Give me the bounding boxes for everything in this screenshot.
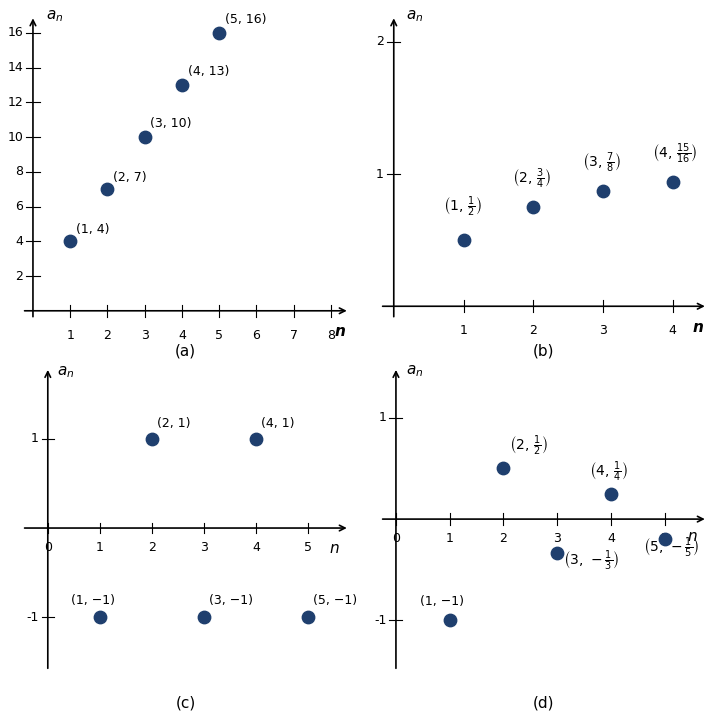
Text: 1: 1 [446,533,454,545]
Text: (3, 10): (3, 10) [150,117,192,130]
Text: 3: 3 [553,533,561,545]
Text: 3: 3 [200,540,208,553]
Text: 2: 2 [15,270,23,282]
Text: 1: 1 [96,540,104,553]
Text: (a): (a) [175,344,196,359]
Text: $n$: $n$ [329,541,340,556]
Text: $\left(4,\,\frac{1}{4}\right)$: $\left(4,\,\frac{1}{4}\right)$ [589,459,629,483]
Text: 7: 7 [290,329,298,342]
Point [250,433,262,444]
Text: (4, 1): (4, 1) [261,416,295,430]
Text: 6: 6 [15,200,23,213]
Point [597,185,609,196]
Text: 3: 3 [599,324,607,337]
Text: (b): (b) [533,344,554,359]
Text: 14: 14 [7,61,23,74]
Text: 12: 12 [7,96,23,109]
Point [458,235,469,246]
Text: 1: 1 [66,329,74,342]
Text: 5: 5 [660,533,668,545]
Text: 2: 2 [376,36,384,48]
Text: $\left(2,\,\frac{1}{2}\right)$: $\left(2,\,\frac{1}{2}\right)$ [509,434,548,458]
Point [444,615,456,626]
Text: 4: 4 [669,324,677,337]
Point [667,177,678,188]
Text: n: n [335,324,345,339]
Text: (2, 7): (2, 7) [113,171,146,184]
Text: (1, −1): (1, −1) [420,595,464,608]
Text: (1, −1): (1, −1) [71,594,115,607]
Text: 0: 0 [392,533,400,545]
Point [94,612,105,623]
Text: 2: 2 [104,329,112,342]
Text: $\left(5,\,-\frac{1}{5}\right)$: $\left(5,\,-\frac{1}{5}\right)$ [643,535,699,560]
Point [64,235,76,247]
Text: $\left(3,\,\frac{7}{8}\right)$: $\left(3,\,\frac{7}{8}\right)$ [582,150,622,175]
Text: $a_n$: $a_n$ [45,9,63,24]
Text: $n$: $n$ [686,529,697,544]
Text: 8: 8 [327,329,335,342]
Text: $\left(2,\,\frac{3}{4}\right)$: $\left(2,\,\frac{3}{4}\right)$ [513,167,552,191]
Text: 5: 5 [304,540,312,553]
Text: $\left(3,\,-\frac{1}{3}\right)$: $\left(3,\,-\frac{1}{3}\right)$ [562,549,619,573]
Point [302,612,314,623]
Point [139,131,151,143]
Text: $\left(4,\,\frac{15}{16}\right)$: $\left(4,\,\frac{15}{16}\right)$ [652,142,697,167]
Text: 4: 4 [15,235,23,248]
Text: 1: 1 [459,324,467,337]
Text: 6: 6 [252,329,260,342]
Text: 10: 10 [7,130,23,143]
Point [659,533,671,545]
Text: $a_n$: $a_n$ [406,9,423,24]
Point [198,612,210,623]
Text: n: n [693,320,704,335]
Text: 2: 2 [529,324,537,337]
Text: 1: 1 [376,168,384,180]
Point [102,183,113,195]
Point [146,433,158,444]
Text: 3: 3 [141,329,149,342]
Text: (d): (d) [533,695,554,710]
Text: (c): (c) [175,695,196,710]
Text: 4: 4 [607,533,615,545]
Text: (2, 1): (2, 1) [157,416,190,430]
Text: 4: 4 [252,540,260,553]
Text: 0: 0 [44,540,52,553]
Point [176,79,187,91]
Point [497,463,509,474]
Point [605,488,616,500]
Text: $\left(1,\,\frac{1}{2}\right)$: $\left(1,\,\frac{1}{2}\right)$ [443,195,482,219]
Text: (3, −1): (3, −1) [209,594,253,607]
Text: (5, 16): (5, 16) [225,13,266,26]
Text: 8: 8 [15,165,23,178]
Point [552,547,563,558]
Point [213,27,225,39]
Text: (1, 4): (1, 4) [76,223,110,236]
Text: $a_n$: $a_n$ [57,364,74,380]
Text: 4: 4 [178,329,186,342]
Text: 5: 5 [215,329,224,342]
Point [528,202,539,213]
Text: -1: -1 [26,611,38,624]
Text: $a_n$: $a_n$ [406,364,423,379]
Text: 1: 1 [379,411,386,424]
Text: 1: 1 [30,432,38,445]
Text: (4, 13): (4, 13) [187,65,229,78]
Text: 16: 16 [7,26,23,39]
Text: -1: -1 [374,614,386,627]
Text: 2: 2 [148,540,156,553]
Text: 2: 2 [500,533,508,545]
Text: (5, −1): (5, −1) [313,594,358,607]
